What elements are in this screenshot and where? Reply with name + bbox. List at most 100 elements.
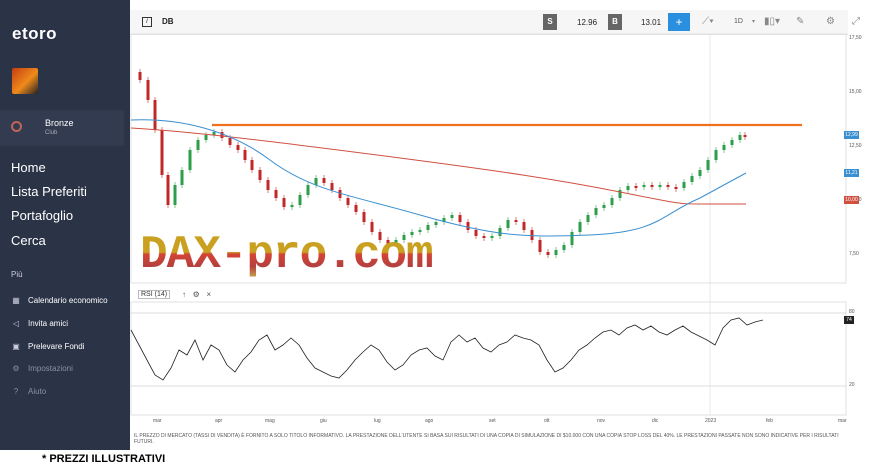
candle-body <box>236 145 240 150</box>
candle-body <box>522 222 526 230</box>
etoro-logo[interactable]: etoro <box>12 24 57 43</box>
candle-body <box>474 230 478 236</box>
candle-body <box>322 178 326 183</box>
candle-body <box>706 160 710 170</box>
x-label: lug <box>374 418 381 424</box>
candle-body <box>188 150 192 170</box>
nav-search[interactable]: Cerca <box>11 233 46 248</box>
candle-body <box>346 198 350 205</box>
x-label: mag <box>265 418 275 424</box>
arrow-up-icon[interactable]: ↑ <box>182 290 186 299</box>
expand-icon[interactable]: ⤢ <box>852 16 860 27</box>
club-badge[interactable]: Bronze Club <box>0 110 124 146</box>
nav-portfolio[interactable]: Portafoglio <box>11 208 74 223</box>
candle-body <box>250 160 254 170</box>
wallet-icon: ▣ <box>12 342 20 351</box>
candle-body <box>634 186 638 188</box>
candle-body <box>394 240 398 244</box>
candle-body <box>298 195 302 205</box>
candle-body <box>466 222 470 230</box>
x-label: mar <box>153 418 162 424</box>
x-label: dic <box>652 418 659 424</box>
candle-body <box>274 190 278 198</box>
nav-economic-calendar[interactable]: ▦ Calendario economico <box>11 296 107 305</box>
candle-body <box>674 187 678 189</box>
candle-body <box>146 80 150 100</box>
x-label: ago <box>425 418 434 424</box>
rsi-tick: 20 <box>849 382 855 388</box>
candle-body <box>314 178 318 185</box>
nav-invite-friends[interactable]: ◁ Invita amici <box>11 319 68 328</box>
candle-body <box>442 218 446 222</box>
candle-body <box>266 180 270 190</box>
club-ring-icon <box>11 121 22 132</box>
sidebar: etoro Bronze Club Home Lista Preferiti P… <box>0 0 130 450</box>
candle-body <box>458 215 462 222</box>
candle-body <box>196 140 200 150</box>
candle-body <box>290 205 294 207</box>
gear-icon[interactable]: ⚙ <box>192 290 200 299</box>
rsi-value-label: 74 <box>844 316 854 324</box>
candle-body <box>166 175 170 205</box>
avatar[interactable] <box>12 68 38 94</box>
crosshair-icon[interactable]: + <box>668 13 690 31</box>
footer-note: * PREZZI ILLUSTRATIVI <box>42 453 166 465</box>
edit-icon[interactable]: / <box>142 17 152 27</box>
candle-body <box>410 232 414 235</box>
rsi-indicator-label[interactable]: RSI (14) <box>138 290 171 299</box>
candle-body <box>362 212 366 222</box>
nav-settings[interactable]: ⚙ Impostazioni <box>11 364 73 373</box>
buy-button[interactable]: B <box>608 14 622 30</box>
price-panel-border <box>130 33 847 284</box>
y-tick: 15,00 <box>849 89 862 95</box>
candle-body <box>228 138 232 145</box>
candle-body <box>626 186 630 190</box>
ma-red-label: 10,00 <box>844 196 859 204</box>
candle-body <box>530 230 534 240</box>
candle-body <box>220 132 224 138</box>
candle-body <box>602 205 606 208</box>
nav-withdraw-label: Prelevare Fondi <box>28 342 85 351</box>
rsi-panel-border <box>130 301 847 416</box>
overlay-lines <box>130 119 802 237</box>
nav-home[interactable]: Home <box>11 160 46 175</box>
candle-body <box>330 183 334 190</box>
candle-body <box>666 185 670 187</box>
candle-body <box>642 185 646 187</box>
candle-body <box>434 222 438 225</box>
candle-body <box>426 225 430 230</box>
x-label: mar <box>838 418 847 424</box>
nav-section-more: Più <box>11 270 23 279</box>
candle-body <box>243 150 247 160</box>
settings-icon[interactable]: ⚙ <box>826 16 835 27</box>
y-tick: 17,50 <box>849 35 862 41</box>
candle-body <box>610 198 614 205</box>
period-select[interactable]: 1D <box>734 18 743 25</box>
close-icon[interactable]: × <box>206 290 212 299</box>
megaphone-icon: ◁ <box>12 319 20 328</box>
x-label: set <box>489 418 496 424</box>
candle-body <box>658 185 662 187</box>
club-name: Bronze <box>45 118 74 128</box>
nav-help-label: Aiuto <box>28 387 47 396</box>
indicators-icon[interactable]: ⟋▾ <box>702 16 714 27</box>
nav-watchlist[interactable]: Lista Preferiti <box>11 184 87 199</box>
candle-body <box>562 245 566 250</box>
candle-type-icon[interactable]: ▮▯▾ <box>764 16 781 27</box>
candle-body <box>730 140 734 145</box>
candle-body <box>160 130 164 175</box>
ma-blue-label: 11,21 <box>844 169 859 177</box>
nav-help[interactable]: ? Aiuto <box>11 387 46 396</box>
candle-body <box>378 232 382 240</box>
draw-tool-icon[interactable]: ✎ <box>796 16 805 27</box>
last-price-label: 12,99 <box>844 131 859 139</box>
nav-withdraw[interactable]: ▣ Prelevare Fondi <box>11 342 84 351</box>
candle-body <box>282 198 286 207</box>
x-label: 2023 <box>705 418 717 424</box>
candle-body <box>258 170 262 180</box>
y-tick: 12,50 <box>849 143 862 149</box>
sell-button[interactable]: S <box>543 14 557 30</box>
help-icon: ? <box>13 387 19 396</box>
candle-body <box>506 220 510 228</box>
